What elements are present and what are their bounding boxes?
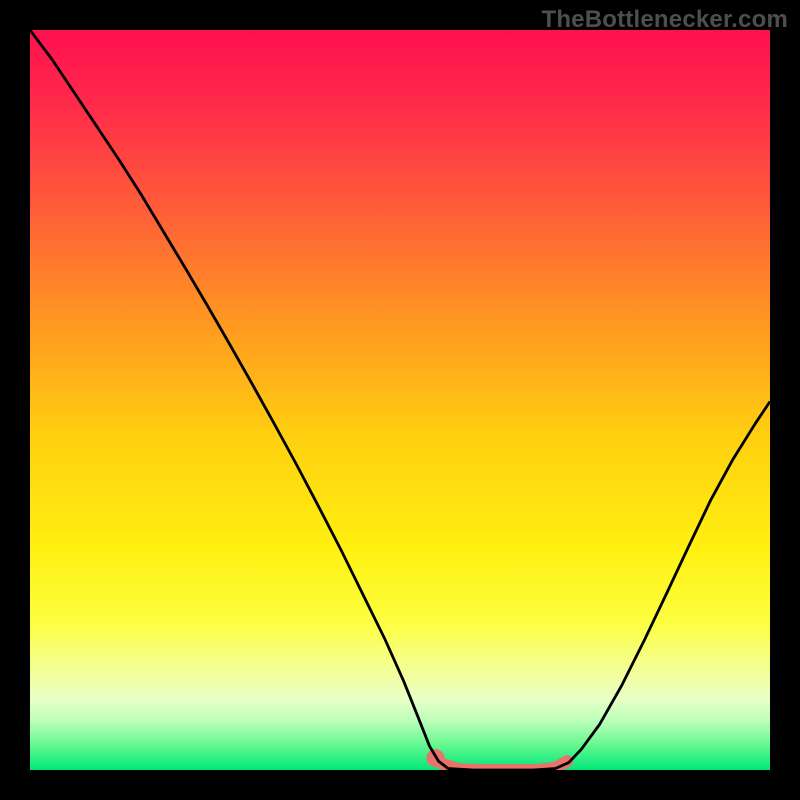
curve-layer <box>30 30 770 770</box>
plot-area <box>30 30 770 770</box>
watermark-text: TheBottlenecker.com <box>541 6 788 34</box>
bottleneck-curve <box>30 30 770 770</box>
chart-root: TheBottlenecker.com <box>0 0 800 800</box>
